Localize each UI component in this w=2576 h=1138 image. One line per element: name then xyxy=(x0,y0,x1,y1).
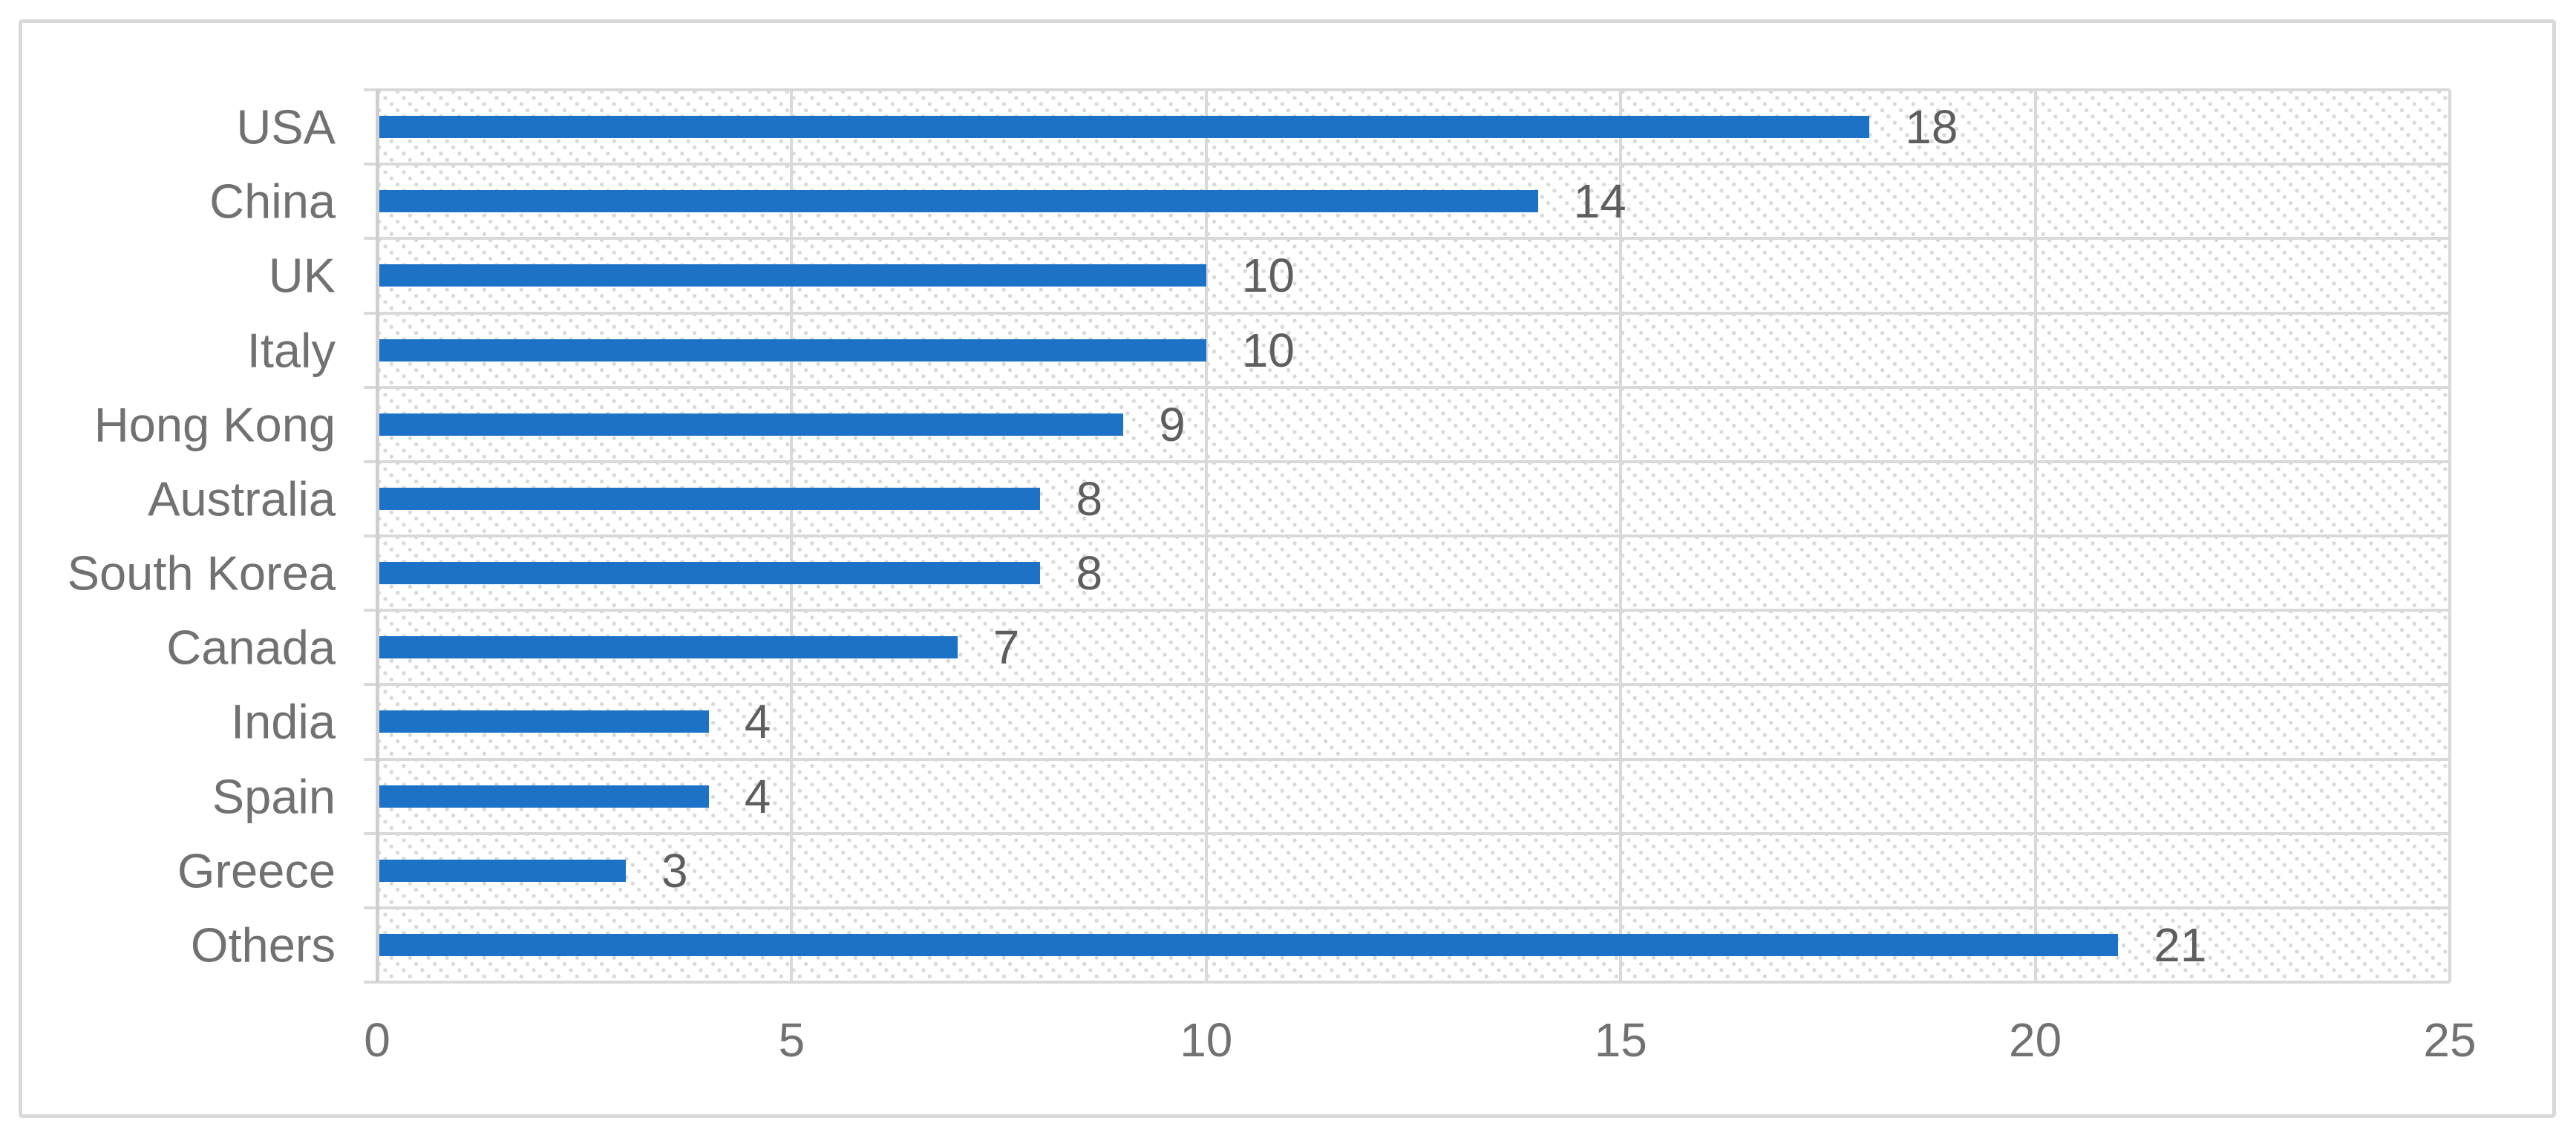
value-label: 8 xyxy=(1076,471,1103,526)
value-label: 9 xyxy=(1159,397,1186,451)
gridline-horizontal xyxy=(364,534,2450,537)
bar-italy xyxy=(379,339,1206,362)
value-label: 4 xyxy=(744,769,771,823)
gridline-horizontal xyxy=(364,460,2450,463)
gridline-horizontal xyxy=(364,385,2450,389)
category-label-italy: Italy xyxy=(246,323,336,378)
gridline-horizontal xyxy=(364,609,2450,612)
category-label-india: India xyxy=(231,694,336,749)
bar-canada xyxy=(379,636,958,659)
value-label: 4 xyxy=(744,695,771,749)
category-label-others: Others xyxy=(190,918,336,972)
value-label: 7 xyxy=(993,621,1020,675)
gridline-horizontal xyxy=(364,757,2450,761)
x-tick-label-15: 15 xyxy=(1594,1013,1647,1067)
bar-china xyxy=(379,190,1538,213)
x-tick-label-25: 25 xyxy=(2423,1013,2477,1067)
x-tick-label-0: 0 xyxy=(364,1013,390,1067)
gridline-vertical xyxy=(2033,90,2037,982)
bar-others xyxy=(379,933,2119,956)
category-label-uk: UK xyxy=(268,248,336,303)
category-label-greece: Greece xyxy=(177,843,336,898)
x-tick-label-5: 5 xyxy=(778,1013,805,1067)
gridline-horizontal xyxy=(364,831,2450,835)
bar-australia xyxy=(379,487,1041,510)
category-label-hong-kong: Hong Kong xyxy=(94,397,336,452)
x-tick-label-20: 20 xyxy=(2009,1013,2062,1067)
gridline-horizontal xyxy=(364,981,2450,984)
y-axis-labels: USA China UK Italy Hong Kong Australia South K… xyxy=(0,90,336,982)
value-label: 8 xyxy=(1076,546,1103,601)
category-label-spain: Spain xyxy=(212,769,336,824)
gridline-horizontal xyxy=(364,163,2450,166)
category-label-china: China xyxy=(209,174,336,229)
gridline-vertical xyxy=(2448,90,2451,982)
bar-uk xyxy=(379,264,1206,287)
category-label-usa: USA xyxy=(236,99,336,154)
plot-area: 18 14 10 10 9 8 8 7 4 4 3 21 xyxy=(364,88,2451,984)
bar-india xyxy=(379,710,709,733)
gridline-horizontal xyxy=(364,683,2450,687)
category-label-south-korea: South Korea xyxy=(67,546,336,601)
gridline-vertical xyxy=(1204,90,1208,982)
value-label: 21 xyxy=(2154,918,2207,972)
gridline-horizontal xyxy=(364,88,2450,91)
bar-south-korea xyxy=(379,562,1041,585)
x-tick-label-10: 10 xyxy=(1180,1013,1233,1067)
category-label-canada: Canada xyxy=(166,620,336,675)
bar-usa xyxy=(379,116,1870,139)
gridline-horizontal xyxy=(364,906,2450,909)
bar-spain xyxy=(379,785,709,808)
bar-hong-kong xyxy=(379,413,1124,436)
value-label: 3 xyxy=(661,843,688,897)
gridline-horizontal xyxy=(364,237,2450,241)
bar-greece xyxy=(379,859,627,882)
value-label: 14 xyxy=(1573,174,1627,229)
value-label: 10 xyxy=(1241,249,1295,303)
value-label: 18 xyxy=(1905,100,1958,154)
gridline-vertical xyxy=(790,90,794,982)
value-label: 10 xyxy=(1241,323,1295,377)
category-label-australia: Australia xyxy=(148,471,336,526)
gridline-vertical xyxy=(1619,90,1623,982)
category-axis-line xyxy=(376,90,379,982)
gridline-horizontal xyxy=(364,311,2450,315)
x-axis-labels: 0 5 10 15 20 25 xyxy=(364,1013,2476,1067)
